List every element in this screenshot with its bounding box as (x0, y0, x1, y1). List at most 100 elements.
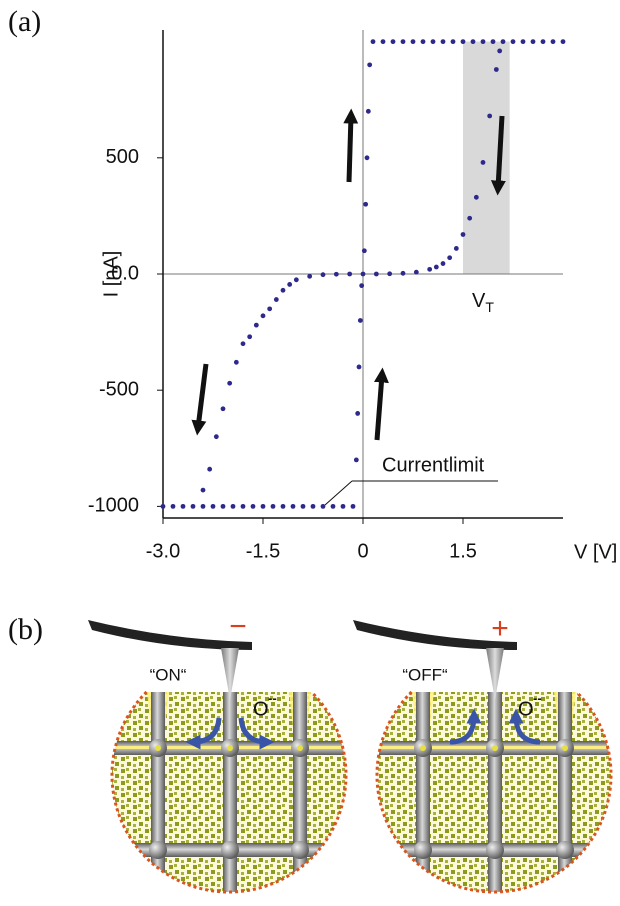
data-point (367, 62, 373, 68)
data-point (260, 503, 266, 509)
ion-flow (238, 717, 275, 750)
electrode-rod (223, 692, 237, 893)
data-point (447, 255, 453, 261)
data-point (364, 155, 370, 161)
sample-view: O-- (88, 620, 348, 894)
threshold-label: VT (472, 290, 494, 314)
contact-spot (227, 745, 233, 751)
electrode-rod (151, 692, 165, 893)
data-point (500, 39, 506, 45)
data-point (340, 503, 346, 509)
data-point (440, 261, 446, 266)
data-point (480, 39, 486, 45)
data-point (356, 364, 362, 370)
diagram: (b) − + “ON“ “OFF“ O--O-- (8, 610, 613, 894)
data-point (490, 39, 496, 45)
data-point (210, 503, 216, 509)
data-point (290, 503, 296, 509)
data-point (307, 273, 313, 279)
chart: (a) V [V] I [nA] -1000 -500 0.0 500 -3.0 -1.5… (8, 5, 617, 563)
electrode-rod (416, 692, 430, 893)
contact-spot (155, 745, 161, 751)
data-point (460, 39, 466, 45)
data-point (473, 194, 479, 200)
data-point (497, 48, 503, 54)
sweep-arrow (343, 108, 359, 183)
data-point (430, 39, 436, 45)
data-point (213, 434, 219, 440)
sample-outline (375, 690, 613, 894)
data-point (361, 248, 367, 254)
electrode-rod (558, 692, 572, 893)
data-point (330, 503, 336, 509)
ion-charge: -- (533, 690, 542, 705)
data-point (380, 39, 386, 45)
ion-flow (508, 708, 541, 745)
data-point (480, 160, 486, 165)
sweep-arrow (191, 363, 209, 436)
data-point (273, 297, 279, 302)
data-point (370, 39, 376, 45)
data-point (240, 341, 246, 347)
data-point (293, 277, 299, 283)
junction (291, 841, 309, 859)
threshold-symbol: V (472, 290, 486, 312)
data-point (160, 503, 166, 509)
data-point (280, 503, 286, 509)
data-point (233, 359, 239, 365)
data-point (357, 318, 363, 323)
data-point (420, 39, 426, 45)
data-point (450, 39, 456, 45)
data-point (413, 269, 419, 275)
data-point (353, 457, 359, 463)
state-label: “OFF“ (402, 665, 448, 684)
data-point (520, 39, 526, 45)
data-point (300, 503, 306, 509)
data-point (287, 282, 293, 287)
annotation: Currentlimit (382, 454, 485, 476)
data-point (359, 283, 365, 289)
electrode-rod (488, 692, 502, 893)
data-point (250, 503, 256, 509)
data-point (460, 232, 466, 237)
data-point (387, 271, 393, 277)
panel-label: (b) (8, 613, 43, 646)
data-point (410, 39, 416, 45)
x-axis-label: V [V] (574, 541, 617, 563)
data-point (230, 503, 236, 509)
cantilever (88, 620, 252, 650)
data-point (433, 264, 439, 270)
data-point (363, 201, 369, 207)
data-point (190, 503, 196, 509)
y-tick-label: -1000 (88, 495, 139, 517)
junction (221, 841, 239, 859)
contact-spot (297, 745, 303, 751)
data-point (390, 39, 396, 45)
data-point (267, 306, 273, 312)
junction (556, 841, 574, 859)
data-point (333, 271, 339, 277)
data-point (280, 287, 286, 293)
sweep-arrow (490, 115, 506, 196)
x-tick-label: -3.0 (146, 540, 180, 562)
data-point (207, 466, 213, 472)
data-point (360, 271, 366, 277)
annotation-leader (324, 480, 353, 506)
data-point (220, 503, 226, 509)
data-point (350, 503, 356, 509)
data-point (253, 322, 259, 328)
data-point (270, 503, 276, 509)
electrode-rod (293, 692, 307, 893)
panel-label: (a) (8, 5, 41, 38)
threshold-band (463, 41, 510, 274)
data-point (540, 39, 546, 45)
data-point (487, 113, 493, 119)
data-point (247, 334, 253, 340)
polarity: + (491, 612, 509, 645)
y-tick-label: 0.0 (111, 262, 139, 284)
data-point (200, 487, 206, 493)
data-point (320, 272, 326, 278)
data-point (347, 271, 353, 277)
sample (377, 692, 611, 893)
